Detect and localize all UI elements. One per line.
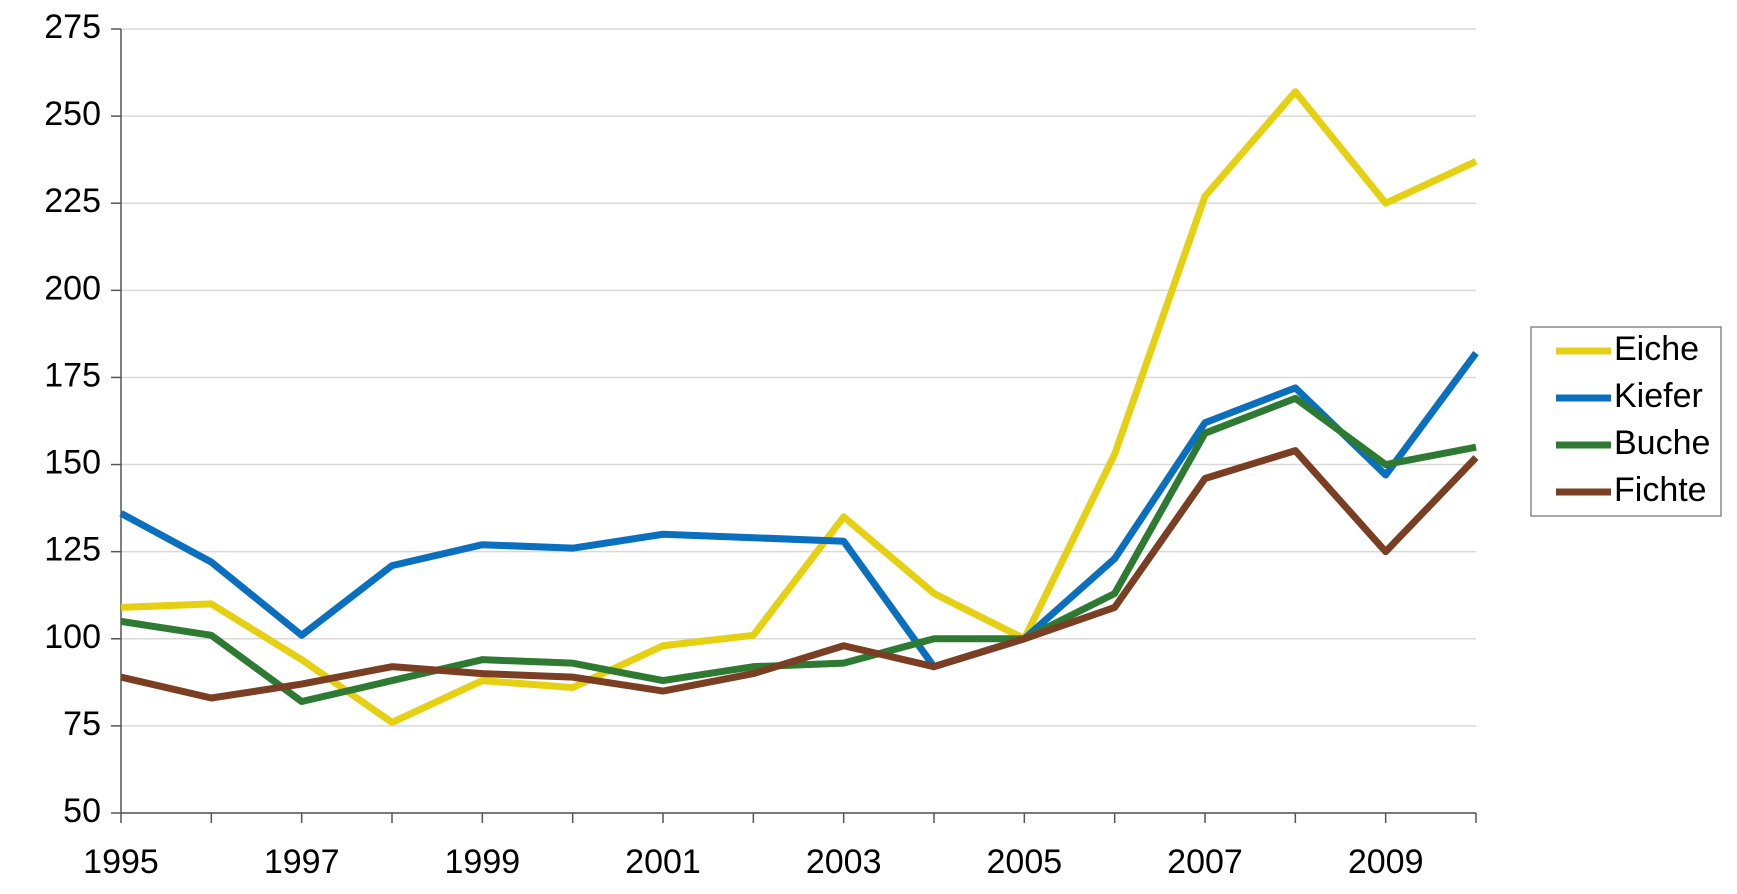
y-tick-label: 200	[44, 269, 101, 307]
x-tick-label: 1995	[83, 843, 159, 881]
legend-label: Fichte	[1614, 471, 1707, 509]
x-tick-label: 1997	[264, 843, 340, 881]
x-tick-label: 2007	[1167, 843, 1243, 881]
series-line	[120, 394, 1477, 705]
y-tick-label: 125	[44, 531, 101, 569]
legend-box	[1530, 326, 1722, 517]
y-tick-label: 150	[44, 444, 101, 482]
y-tick-label: 50	[63, 792, 101, 830]
x-tick-label: 2003	[806, 843, 882, 881]
series-line	[120, 447, 1479, 702]
y-tick-label: 175	[44, 356, 101, 394]
x-tick-label: 2001	[625, 843, 701, 881]
y-tick-label: 225	[44, 182, 101, 220]
y-tick-label: 250	[44, 95, 101, 133]
x-tick-label: 1999	[445, 843, 521, 881]
x-tick-label: 2009	[1348, 843, 1424, 881]
y-tick-label: 275	[44, 8, 101, 46]
legend-label: Buche	[1614, 424, 1710, 462]
y-tick-label: 100	[44, 618, 101, 656]
legend-label: Kiefer	[1614, 377, 1703, 415]
y-tick-label: 75	[63, 705, 101, 743]
x-tick-label: 2005	[987, 843, 1063, 881]
series-line	[119, 350, 1479, 671]
legend-label: Eiche	[1614, 330, 1699, 368]
